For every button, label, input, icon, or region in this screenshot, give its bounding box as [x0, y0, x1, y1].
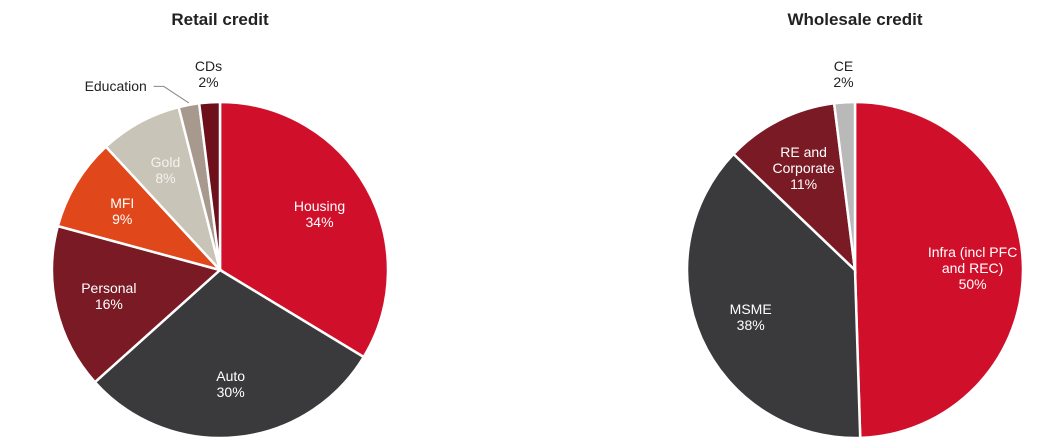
slice-label: Housing 34% — [275, 198, 365, 230]
category-label: MFI — [110, 194, 135, 211]
category-label: Education — [84, 78, 147, 95]
value-label: 50% — [958, 276, 987, 293]
category-label: MSME — [729, 300, 772, 317]
leader-line — [153, 85, 190, 104]
pie-slice — [50, 224, 223, 384]
value-label: 34% — [305, 213, 334, 230]
slice-label: CE 2% — [799, 58, 889, 90]
pie-slice — [731, 101, 857, 274]
category-label: RE and Corporate — [772, 143, 835, 176]
category-label: CDs — [194, 57, 223, 74]
pie-slice — [853, 100, 1025, 440]
slice-label: Personal 16% — [64, 280, 154, 312]
chart-title: Retail credit — [171, 10, 269, 29]
slice-label: MFI 9% — [77, 195, 167, 227]
category-label: Personal — [81, 280, 137, 297]
slice-label: CDs 2% — [164, 58, 254, 90]
category-label: Gold — [150, 153, 181, 170]
slice-label: Infra (incl PFC and REC) 50% — [928, 244, 1018, 292]
slice-label: Education — [66, 78, 166, 94]
pie-slice — [685, 152, 862, 440]
pie-slice — [832, 100, 857, 271]
value-label: 11% — [790, 175, 818, 192]
category-label: CE — [833, 57, 854, 74]
value-label: 2% — [198, 73, 219, 90]
category-label: Infra (incl PFC and REC) — [927, 244, 1018, 277]
pie-slice — [56, 144, 224, 273]
chart-title: Wholesale credit — [787, 10, 923, 29]
slice-label: MSME 38% — [706, 301, 796, 333]
category-label: Housing — [293, 197, 346, 214]
slice-label: RE and Corporate 11% — [759, 144, 849, 192]
value-label: 38% — [736, 316, 765, 333]
value-label: 9% — [112, 210, 133, 227]
value-label: 30% — [216, 383, 245, 400]
pie-slice — [93, 268, 366, 440]
value-label: 16% — [94, 296, 123, 313]
pie-slice — [197, 100, 222, 271]
value-label: 8% — [155, 169, 176, 186]
value-label: 2% — [833, 73, 854, 90]
slice-label: Gold 8% — [120, 154, 210, 186]
category-label: Auto — [216, 367, 246, 384]
pie-slice — [218, 100, 390, 359]
slice-label: Auto 30% — [186, 368, 276, 400]
